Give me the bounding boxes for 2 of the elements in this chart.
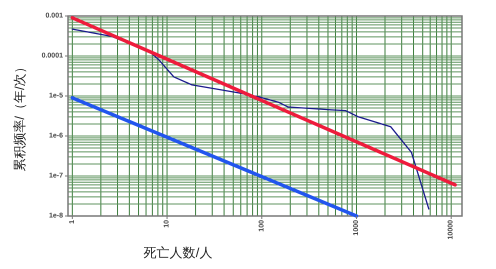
y-axis-title: 累积频率/（年/次） [12, 60, 27, 172]
x-axis-title: 死亡人数/人 [144, 245, 212, 260]
